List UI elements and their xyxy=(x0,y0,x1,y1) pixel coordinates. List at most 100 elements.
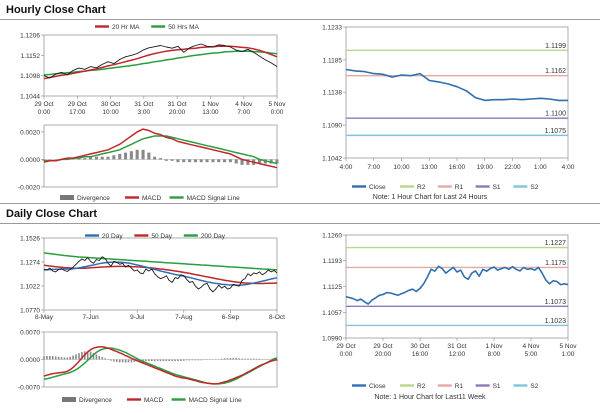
hourly-pivot-x-label: 4:00 xyxy=(340,164,353,171)
hourly-macd-line xyxy=(43,128,278,169)
hourly-macd-y-label: -0.0020 xyxy=(18,185,40,192)
hourly-divergence-bar xyxy=(100,156,104,160)
hourly-pivot-x-label: 22:00 xyxy=(504,164,521,171)
daily-divergence-bar xyxy=(145,359,147,362)
daily-divergence-bar xyxy=(247,358,249,360)
daily-price-y-label: 1.1022 xyxy=(20,284,40,291)
hourly-pivot-y-label: 1.1138 xyxy=(323,90,343,97)
daily-macd-y-label: 0.0070 xyxy=(20,330,40,337)
daily-price-x-label: 8-Oct xyxy=(269,314,285,321)
hourly-divergence-bar xyxy=(234,159,238,164)
daily-macd-line xyxy=(43,346,278,385)
daily-divergence-bar xyxy=(46,356,48,360)
daily-divergence-bar xyxy=(250,358,252,360)
hourly-pivot-x-label: 16:00 xyxy=(449,164,466,171)
daily-divergence-bar xyxy=(127,359,130,363)
hourly-price-x-label: 0:00 xyxy=(38,109,51,116)
section-divider xyxy=(0,203,600,204)
daily-divergence-bar xyxy=(165,359,168,362)
daily-divergence-bar xyxy=(121,359,124,363)
daily-pivot-note: Note: 1 Hour Chart for Last11 Week xyxy=(374,394,486,401)
daily-section-title: Daily Close Chart xyxy=(6,208,98,220)
hourly-pivot-legend-label: S1 xyxy=(493,184,501,191)
hourly-divergence-bar xyxy=(188,159,192,163)
hourly-price-x-label: 7:00 xyxy=(237,109,250,116)
hourly-price-plot-area xyxy=(43,34,278,97)
hourly-divergence-bar xyxy=(275,159,279,164)
daily-20day-ma-line xyxy=(43,261,278,286)
daily-macd-legend-label: MACD Signal Line xyxy=(189,397,242,404)
hourly-pivot-x-label: 19:00 xyxy=(477,164,494,171)
hourly-divergence-bar xyxy=(176,159,180,163)
daily-divergence-bar xyxy=(72,355,74,360)
daily-price-x-label: 8-May xyxy=(35,314,54,321)
daily-price-y-label: 1.0770 xyxy=(20,308,40,315)
hourly-price-x-label: 17:00 xyxy=(69,109,86,116)
daily-divergence-bar xyxy=(43,356,45,360)
daily-divergence-bar xyxy=(124,359,127,363)
daily-divergence-bar xyxy=(86,351,89,360)
hourly-divergence-bar xyxy=(141,149,145,160)
hourly-price-x-label: 31 Oct xyxy=(168,101,187,108)
hourly-macd-signal-line xyxy=(44,135,278,165)
daily-price-x-label: 7-Aug xyxy=(175,314,193,321)
daily-macd-legend-swatch xyxy=(62,397,76,402)
hourly-divergence-bar xyxy=(170,159,174,161)
daily-divergence-bar xyxy=(95,354,98,360)
daily-divergence-bar xyxy=(229,357,232,360)
daily-divergence-bar xyxy=(66,357,69,360)
hourly-macd-legend-swatch xyxy=(60,195,74,200)
hourly-divergence-bar xyxy=(164,159,168,161)
hourly-pivot-note: Note: 1 Hour Chart for Last 24 Hours xyxy=(373,194,488,201)
hourly-macd-legend-label: MACD xyxy=(142,195,161,202)
daily-pivot-legend-label: Close xyxy=(369,383,386,390)
daily-50day-ma-line xyxy=(43,264,278,285)
daily-divergence-bar xyxy=(113,359,115,362)
daily-divergence-bar xyxy=(244,358,246,360)
hourly-macd-legend-label: Divergence xyxy=(77,195,110,202)
daily-divergence-bar xyxy=(276,359,278,362)
daily-divergence-bar xyxy=(110,359,112,361)
hourly-divergence-bar xyxy=(246,159,250,165)
hourly-price-legend-label: 20 Hr MA xyxy=(112,24,140,31)
daily-divergence-bar xyxy=(60,357,63,360)
daily-price-legend-label: 50 Day xyxy=(151,233,172,240)
hourly-divergence-bar xyxy=(135,149,139,160)
hourly-price-x-label: 3:00 xyxy=(138,109,151,116)
daily-pivot-y-label: 1.1193 xyxy=(323,258,343,265)
hourly-divergence-bar xyxy=(124,152,128,160)
daily-divergence-bar xyxy=(156,359,159,362)
daily-divergence-bar xyxy=(54,356,57,360)
daily-divergence-bar xyxy=(188,359,191,361)
daily-price-x-label: 6-Sep xyxy=(222,314,240,321)
daily-pivot-x-label: 16:00 xyxy=(412,351,429,358)
hourly-divergence-bar xyxy=(118,153,122,160)
hourly-divergence-bar xyxy=(223,159,227,163)
daily-r2-value: 1.1227 xyxy=(545,240,567,247)
daily-macd-y-label: 0.0000 xyxy=(20,357,40,364)
hourly-price-x-label: 13:00 xyxy=(202,109,219,116)
hourly-divergence-bar xyxy=(158,158,162,160)
hourly-pivot-legend-label: Close xyxy=(369,184,386,191)
daily-pivot-y-label: 1.1260 xyxy=(322,233,342,240)
hourly-price-x-label: 5 Nov xyxy=(269,101,287,108)
hourly-divergence-bar xyxy=(240,159,244,165)
daily-pivot-y-label: 1.1057 xyxy=(322,310,342,317)
hourly-pivot-y-label: 1.1042 xyxy=(322,156,342,163)
hourly-divergence-bar xyxy=(258,159,262,164)
hourly-pivot-plot-area xyxy=(345,26,569,159)
hourly-section-title: Hourly Close Chart xyxy=(6,4,106,16)
daily-macd-y-label: -0.0070 xyxy=(18,385,40,392)
daily-pivot-x-label: 29 Oct xyxy=(336,343,355,350)
hourly-title-rule xyxy=(0,19,600,20)
daily-divergence-bar xyxy=(118,359,121,363)
daily-divergence-bar xyxy=(174,359,176,362)
daily-pivot-plot-area xyxy=(345,234,569,339)
daily-divergence-bar xyxy=(116,359,118,362)
daily-divergence-bar xyxy=(200,359,203,361)
daily-pivot-y-label: 1.1125 xyxy=(323,284,343,291)
daily-divergence-bar xyxy=(69,356,71,360)
hourly-r2-value: 1.1199 xyxy=(545,43,566,50)
daily-divergence-bar xyxy=(185,359,188,361)
